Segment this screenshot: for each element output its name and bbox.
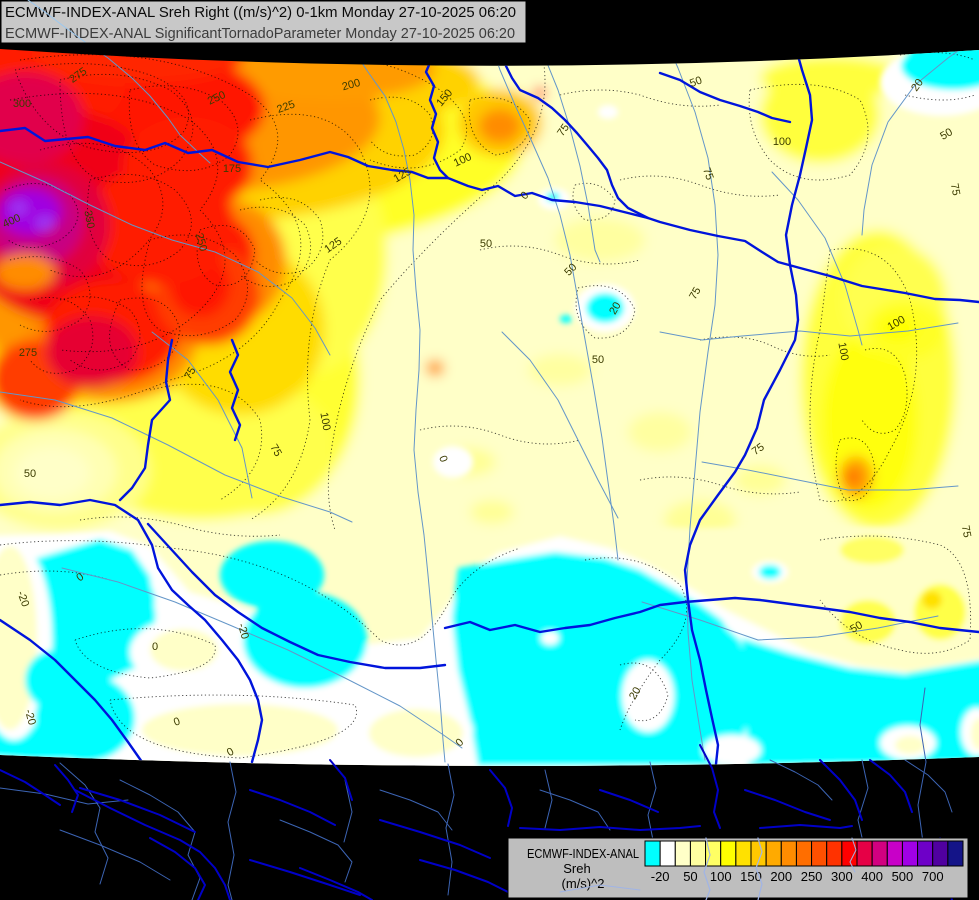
svg-text:50: 50 bbox=[480, 238, 492, 250]
svg-text:300: 300 bbox=[13, 98, 31, 110]
svg-text:50: 50 bbox=[592, 354, 604, 366]
svg-text:20: 20 bbox=[909, 77, 926, 94]
svg-text:50: 50 bbox=[683, 869, 697, 884]
svg-text:100: 100 bbox=[317, 411, 332, 431]
svg-text:0: 0 bbox=[172, 715, 182, 728]
svg-text:250: 250 bbox=[193, 232, 209, 253]
svg-text:100: 100 bbox=[835, 341, 850, 361]
svg-text:0: 0 bbox=[436, 454, 449, 464]
svg-text:ECMWF-INDEX-ANAL SignificantTo: ECMWF-INDEX-ANAL SignificantTornadoParam… bbox=[5, 25, 515, 42]
svg-text:75: 75 bbox=[750, 441, 767, 458]
svg-text:500: 500 bbox=[892, 869, 914, 884]
svg-text:-20: -20 bbox=[235, 622, 251, 640]
svg-text:50: 50 bbox=[938, 126, 955, 143]
svg-text:50: 50 bbox=[688, 74, 704, 89]
svg-text:ECMWF-INDEX-ANAL: ECMWF-INDEX-ANAL bbox=[527, 846, 639, 861]
svg-text:20: 20 bbox=[607, 300, 624, 317]
svg-text:Sreh: Sreh bbox=[563, 861, 590, 876]
svg-text:225: 225 bbox=[275, 98, 296, 116]
svg-text:400: 400 bbox=[861, 869, 883, 884]
svg-text:0: 0 bbox=[152, 641, 158, 653]
svg-text:200: 200 bbox=[341, 77, 362, 93]
svg-text:175: 175 bbox=[223, 163, 241, 175]
svg-text:75: 75 bbox=[182, 365, 199, 382]
svg-text:100: 100 bbox=[773, 136, 791, 148]
svg-text:-20: -20 bbox=[651, 869, 670, 884]
svg-text:75: 75 bbox=[948, 182, 962, 196]
svg-text:75: 75 bbox=[959, 524, 973, 538]
svg-text:-20: -20 bbox=[22, 708, 38, 726]
svg-text:20: 20 bbox=[627, 685, 644, 702]
svg-text:-20: -20 bbox=[14, 589, 31, 608]
svg-text:50: 50 bbox=[24, 468, 36, 480]
svg-text:75: 75 bbox=[267, 442, 284, 459]
svg-text:150: 150 bbox=[740, 869, 762, 884]
svg-text:75: 75 bbox=[687, 285, 704, 302]
svg-text:350: 350 bbox=[81, 209, 96, 229]
svg-text:75: 75 bbox=[700, 166, 715, 182]
svg-text:0: 0 bbox=[225, 746, 236, 759]
svg-text:300: 300 bbox=[831, 869, 853, 884]
svg-text:50: 50 bbox=[848, 619, 865, 636]
svg-text:75: 75 bbox=[555, 122, 572, 139]
svg-text:(m/s)^2: (m/s)^2 bbox=[562, 876, 605, 891]
svg-text:250: 250 bbox=[801, 869, 823, 884]
svg-text:275: 275 bbox=[19, 347, 37, 359]
svg-text:100: 100 bbox=[710, 869, 732, 884]
svg-text:700: 700 bbox=[922, 869, 944, 884]
svg-text:0: 0 bbox=[74, 571, 86, 584]
svg-text:200: 200 bbox=[770, 869, 792, 884]
svg-text:ECMWF-INDEX-ANAL Sreh Right ((: ECMWF-INDEX-ANAL Sreh Right ((m/s)^2) 0-… bbox=[5, 4, 516, 21]
